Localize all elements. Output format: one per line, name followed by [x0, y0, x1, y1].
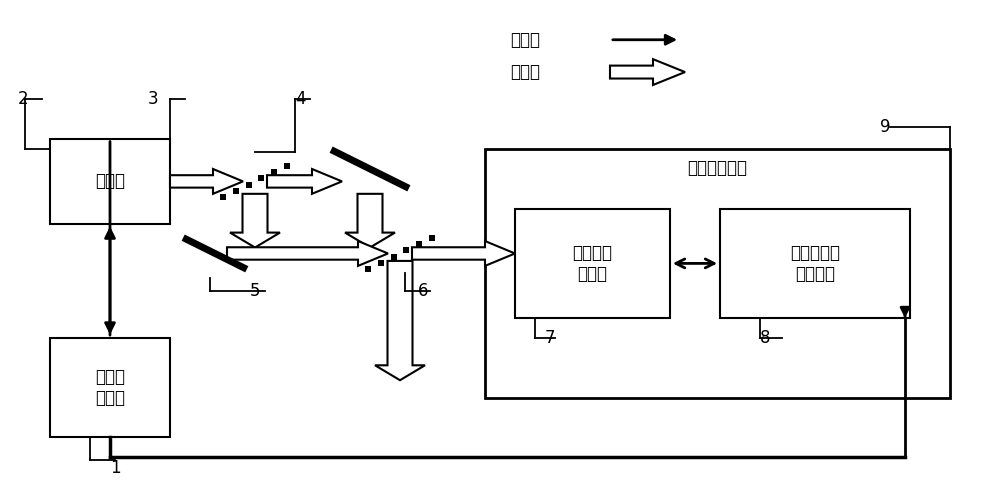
Polygon shape [230, 194, 280, 248]
Text: 激光器: 激光器 [95, 172, 125, 190]
Text: 5: 5 [250, 282, 260, 300]
Polygon shape [375, 261, 425, 380]
Text: 7: 7 [545, 329, 556, 347]
Text: 1: 1 [110, 459, 121, 477]
Text: 2: 2 [18, 90, 29, 108]
Bar [515, 209, 670, 318]
Text: 3: 3 [148, 90, 159, 108]
Text: 8: 8 [760, 329, 770, 347]
Text: 6: 6 [418, 282, 428, 300]
Bar [485, 149, 950, 398]
Polygon shape [227, 241, 388, 266]
Text: 电信号: 电信号 [510, 31, 540, 49]
Text: 4: 4 [295, 90, 306, 108]
Text: 9: 9 [880, 118, 891, 136]
Bar [50, 338, 170, 437]
Text: 同步信
号模块: 同步信 号模块 [95, 368, 125, 407]
Polygon shape [170, 169, 243, 194]
Polygon shape [412, 241, 515, 266]
Text: 控制及信号
处理系统: 控制及信号 处理系统 [790, 244, 840, 283]
Bar [720, 209, 910, 318]
Text: 光信号: 光信号 [510, 63, 540, 81]
Polygon shape [345, 194, 395, 248]
Text: 奇偶探测模块: 奇偶探测模块 [688, 159, 748, 177]
Text: 光子分辨
计数器: 光子分辨 计数器 [572, 244, 612, 283]
Bar [50, 139, 170, 224]
Polygon shape [610, 59, 685, 85]
Polygon shape [267, 169, 342, 194]
